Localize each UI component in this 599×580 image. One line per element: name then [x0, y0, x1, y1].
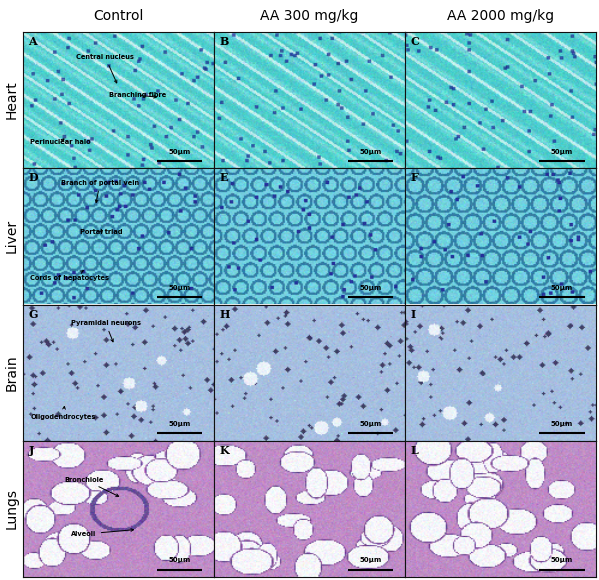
Text: 50μm: 50μm — [550, 148, 573, 155]
Text: Pyramidal neurons: Pyramidal neurons — [71, 320, 141, 342]
Text: E: E — [220, 172, 228, 183]
Text: Control: Control — [93, 9, 144, 23]
Text: F: F — [411, 172, 419, 183]
Text: 50μm: 50μm — [550, 557, 573, 564]
Text: Branching fibre: Branching fibre — [109, 92, 166, 99]
Text: Central nucleus: Central nucleus — [76, 54, 134, 83]
Text: C: C — [411, 36, 419, 47]
Text: 50μm: 50μm — [168, 285, 190, 291]
Text: Branch of portal vein: Branch of portal vein — [61, 180, 139, 202]
Text: 50μm: 50μm — [550, 421, 573, 427]
Text: Portal triad: Portal triad — [80, 229, 123, 235]
Text: AA 300 mg/kg: AA 300 mg/kg — [260, 9, 359, 23]
Text: A: A — [29, 36, 37, 47]
Text: 50μm: 50μm — [359, 557, 382, 564]
Text: 50μm: 50μm — [168, 421, 190, 427]
Text: 50μm: 50μm — [550, 285, 573, 291]
Text: Liver: Liver — [4, 219, 19, 253]
Text: Perinuclear halo: Perinuclear halo — [31, 139, 91, 144]
Text: B: B — [220, 36, 229, 47]
Text: L: L — [411, 445, 419, 456]
Text: D: D — [29, 172, 38, 183]
Text: Alveoli: Alveoli — [71, 528, 134, 537]
Text: H: H — [220, 309, 230, 320]
Text: Bronchiole: Bronchiole — [65, 477, 119, 496]
Text: 50μm: 50μm — [359, 148, 382, 155]
Text: K: K — [220, 445, 229, 456]
Text: I: I — [411, 309, 416, 320]
Text: Oligodendrocytes: Oligodendrocytes — [31, 407, 96, 420]
Text: 50μm: 50μm — [168, 557, 190, 564]
Text: Heart: Heart — [4, 81, 19, 119]
Text: Lungs: Lungs — [4, 488, 19, 530]
Text: 50μm: 50μm — [168, 148, 190, 155]
Text: AA 2000 mg/kg: AA 2000 mg/kg — [447, 9, 554, 23]
Text: 50μm: 50μm — [359, 421, 382, 427]
Text: Brain: Brain — [4, 354, 19, 391]
Text: 50μm: 50μm — [359, 285, 382, 291]
Text: Cords of hepatocytes: Cords of hepatocytes — [31, 271, 110, 281]
Text: J: J — [29, 445, 34, 456]
Text: G: G — [29, 309, 38, 320]
